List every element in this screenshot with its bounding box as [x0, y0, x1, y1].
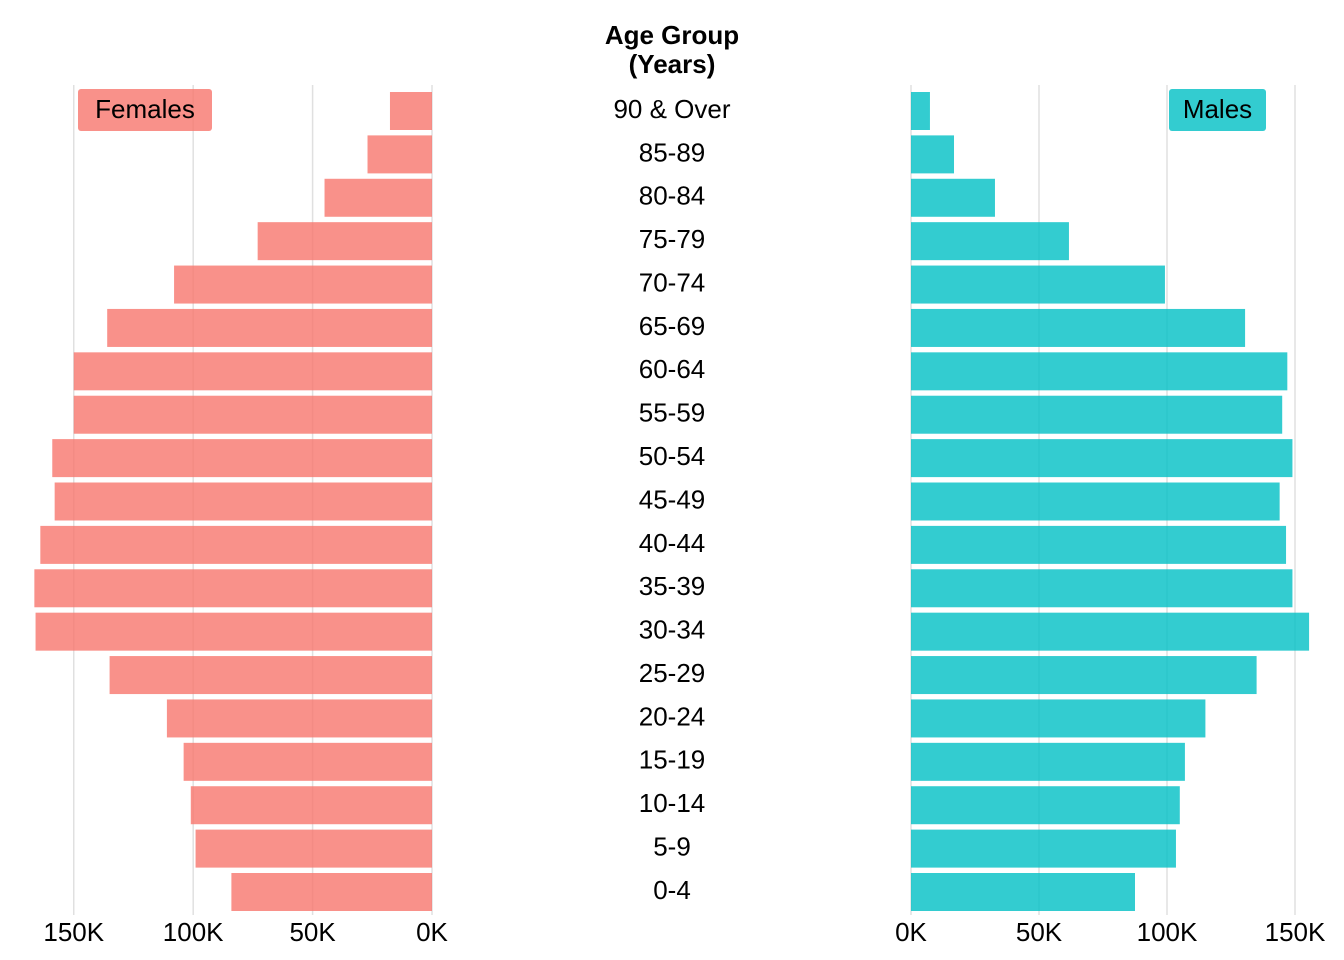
chart-title: Age Group [605, 20, 739, 50]
bar [52, 439, 432, 478]
legend-box [78, 89, 212, 131]
bar [911, 612, 1310, 651]
x-tick-label: 50K [1016, 917, 1063, 947]
category-label: 25-29 [639, 658, 706, 688]
bar [73, 395, 432, 434]
bar [231, 873, 432, 911]
bar [35, 612, 432, 651]
bar [911, 742, 1185, 781]
category-label: 40-44 [639, 528, 706, 558]
category-label: 5-9 [653, 831, 691, 861]
category-label: 70-74 [639, 267, 706, 297]
x-tick-label: 100K [1137, 917, 1198, 947]
legend-box [1169, 89, 1266, 131]
bar [257, 222, 432, 261]
category-label: 0-4 [653, 875, 691, 905]
bar [389, 92, 432, 130]
bar [166, 699, 432, 738]
bar [911, 829, 1176, 868]
category-label: 65-69 [639, 311, 706, 341]
bar [911, 352, 1288, 391]
category-label: 30-34 [639, 615, 706, 645]
category-label: 85-89 [639, 137, 706, 167]
bar [183, 742, 432, 781]
bar [73, 352, 432, 391]
bar [40, 525, 433, 564]
category-label: 10-14 [639, 788, 706, 818]
bar [109, 656, 433, 695]
bar [107, 308, 432, 347]
bar [54, 482, 433, 521]
x-tick-label: 50K [289, 917, 336, 947]
bar [174, 265, 432, 304]
bar [911, 265, 1165, 304]
bar [911, 135, 955, 174]
bar [911, 308, 1246, 347]
bar [324, 178, 432, 217]
category-label: 75-79 [639, 224, 706, 254]
bar [911, 699, 1206, 738]
bar [911, 656, 1257, 695]
chart-title: (Years) [629, 49, 716, 79]
category-label: 35-39 [639, 571, 706, 601]
x-tick-label: 0K [895, 917, 927, 947]
x-tick-label: 150K [43, 917, 104, 947]
bar [911, 569, 1293, 608]
bar [911, 222, 1069, 261]
bar [195, 829, 432, 868]
category-label: 45-49 [639, 484, 706, 514]
bar [911, 395, 1283, 434]
category-label: 80-84 [639, 181, 706, 211]
category-label: 60-64 [639, 354, 706, 384]
category-label: 90 & Over [613, 94, 730, 124]
x-tick-label: 150K [1265, 917, 1326, 947]
x-tick-label: 0K [416, 917, 448, 947]
bar [34, 569, 432, 608]
bar [911, 786, 1180, 825]
legend-label: Males [1183, 94, 1252, 124]
bar [911, 92, 930, 130]
bar [911, 525, 1287, 564]
category-label: 55-59 [639, 398, 706, 428]
bar [911, 482, 1280, 521]
bar [911, 178, 995, 217]
category-label: 20-24 [639, 701, 706, 731]
bar [911, 873, 1135, 911]
bar [367, 135, 432, 174]
bar [190, 786, 432, 825]
bar [911, 439, 1293, 478]
legend-label: Females [95, 94, 195, 124]
category-label: 15-19 [639, 745, 706, 775]
x-tick-label: 100K [163, 917, 224, 947]
category-label: 50-54 [639, 441, 706, 471]
